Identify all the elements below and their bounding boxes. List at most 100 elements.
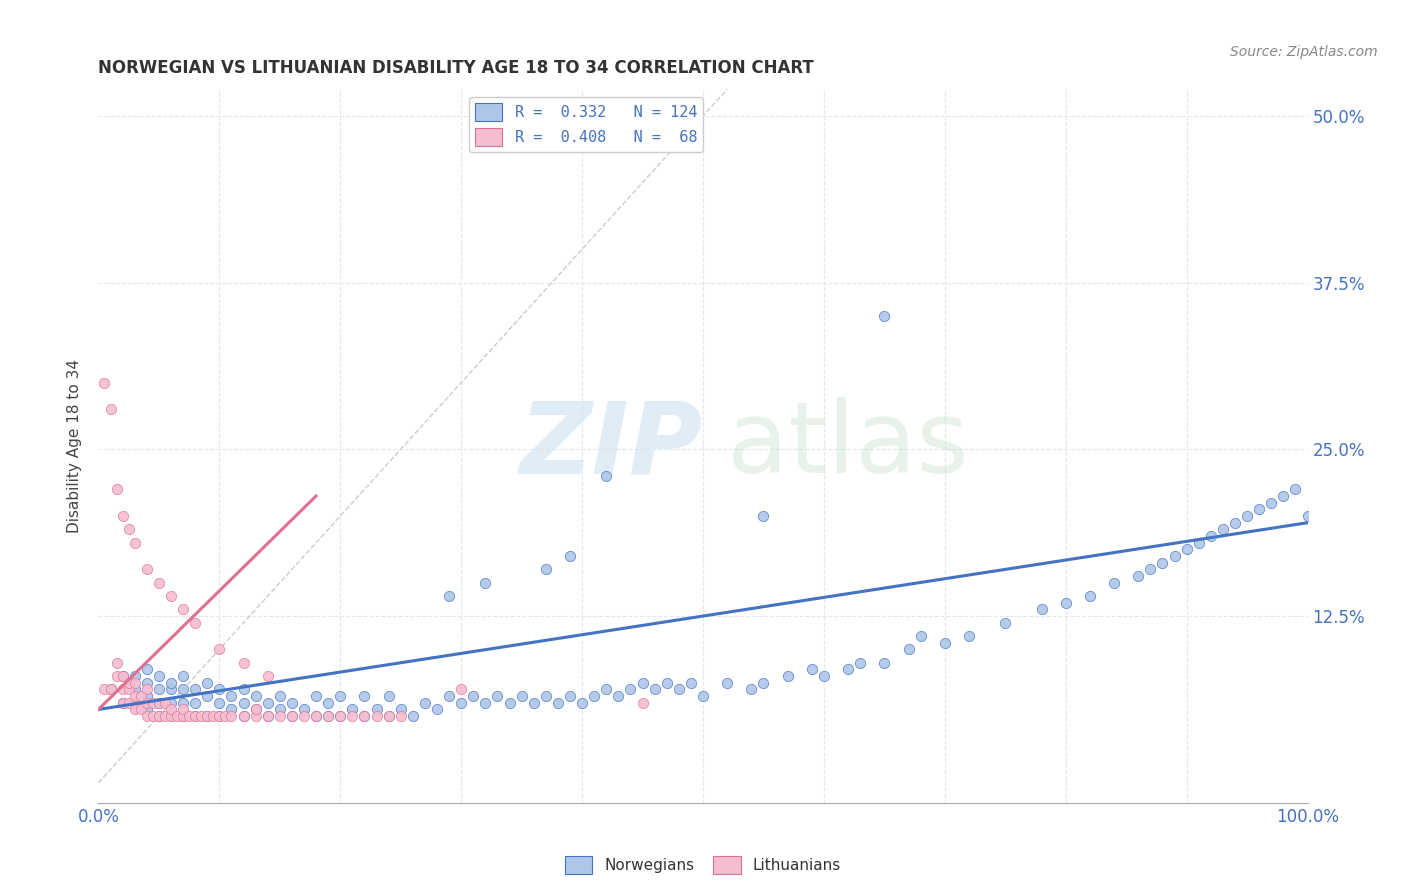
Point — [389, 709, 412, 723]
Point — [474, 575, 496, 590]
Point — [716, 675, 738, 690]
Point — [910, 629, 932, 643]
Point — [142, 696, 165, 710]
Point — [1175, 542, 1198, 557]
Point — [413, 696, 436, 710]
Point — [281, 696, 304, 710]
Point — [111, 682, 134, 697]
Point — [195, 675, 218, 690]
Point — [172, 709, 194, 723]
Point — [1284, 483, 1306, 497]
Point — [184, 709, 207, 723]
Point — [148, 696, 170, 710]
Point — [316, 696, 339, 710]
Point — [329, 709, 352, 723]
Point — [93, 682, 115, 697]
Point — [426, 702, 449, 716]
Point — [316, 709, 339, 723]
Point — [377, 689, 399, 703]
Point — [221, 702, 243, 716]
Point — [329, 689, 352, 703]
Point — [105, 483, 128, 497]
Point — [353, 709, 375, 723]
Point — [740, 682, 762, 697]
Point — [752, 509, 775, 524]
Point — [305, 709, 328, 723]
Point — [111, 696, 134, 710]
Point — [437, 689, 460, 703]
Point — [329, 709, 352, 723]
Point — [111, 669, 134, 683]
Point — [1031, 602, 1053, 616]
Point — [124, 689, 146, 703]
Point — [547, 696, 569, 710]
Point — [124, 696, 146, 710]
Point — [595, 682, 617, 697]
Point — [450, 696, 472, 710]
Point — [1272, 489, 1295, 503]
Point — [105, 656, 128, 670]
Point — [450, 682, 472, 697]
Point — [135, 682, 157, 697]
Point — [1128, 569, 1150, 583]
Point — [124, 702, 146, 716]
Point — [269, 709, 291, 723]
Point — [292, 702, 315, 716]
Point — [1163, 549, 1185, 563]
Text: ZIP: ZIP — [520, 398, 703, 494]
Point — [148, 669, 170, 683]
Point — [105, 669, 128, 683]
Point — [1199, 529, 1222, 543]
Point — [153, 709, 176, 723]
Point — [118, 682, 141, 697]
Point — [135, 662, 157, 676]
Point — [195, 689, 218, 703]
Point — [463, 689, 485, 703]
Point — [437, 589, 460, 603]
Point — [129, 702, 152, 716]
Point — [486, 689, 509, 703]
Point — [124, 675, 146, 690]
Point — [849, 656, 872, 670]
Point — [160, 709, 183, 723]
Point — [631, 696, 654, 710]
Point — [214, 709, 236, 723]
Point — [221, 689, 243, 703]
Point — [523, 696, 546, 710]
Point — [160, 696, 183, 710]
Point — [353, 689, 375, 703]
Text: Source: ZipAtlas.com: Source: ZipAtlas.com — [1230, 45, 1378, 59]
Point — [1078, 589, 1101, 603]
Point — [135, 689, 157, 703]
Point — [148, 682, 170, 697]
Point — [1139, 562, 1161, 576]
Point — [342, 709, 364, 723]
Point — [172, 669, 194, 683]
Point — [1249, 502, 1271, 516]
Point — [679, 675, 702, 690]
Point — [184, 682, 207, 697]
Point — [195, 709, 218, 723]
Point — [135, 702, 157, 716]
Point — [558, 689, 581, 703]
Point — [148, 575, 170, 590]
Point — [160, 709, 183, 723]
Point — [1102, 575, 1125, 590]
Point — [655, 675, 678, 690]
Point — [172, 602, 194, 616]
Point — [245, 702, 267, 716]
Point — [195, 709, 218, 723]
Point — [153, 696, 176, 710]
Point — [558, 549, 581, 563]
Point — [1236, 509, 1258, 524]
Point — [160, 682, 183, 697]
Point — [100, 682, 122, 697]
Point — [172, 709, 194, 723]
Point — [402, 709, 425, 723]
Point — [245, 689, 267, 703]
Point — [142, 709, 165, 723]
Point — [281, 709, 304, 723]
Point — [1296, 509, 1319, 524]
Point — [148, 709, 170, 723]
Point — [510, 689, 533, 703]
